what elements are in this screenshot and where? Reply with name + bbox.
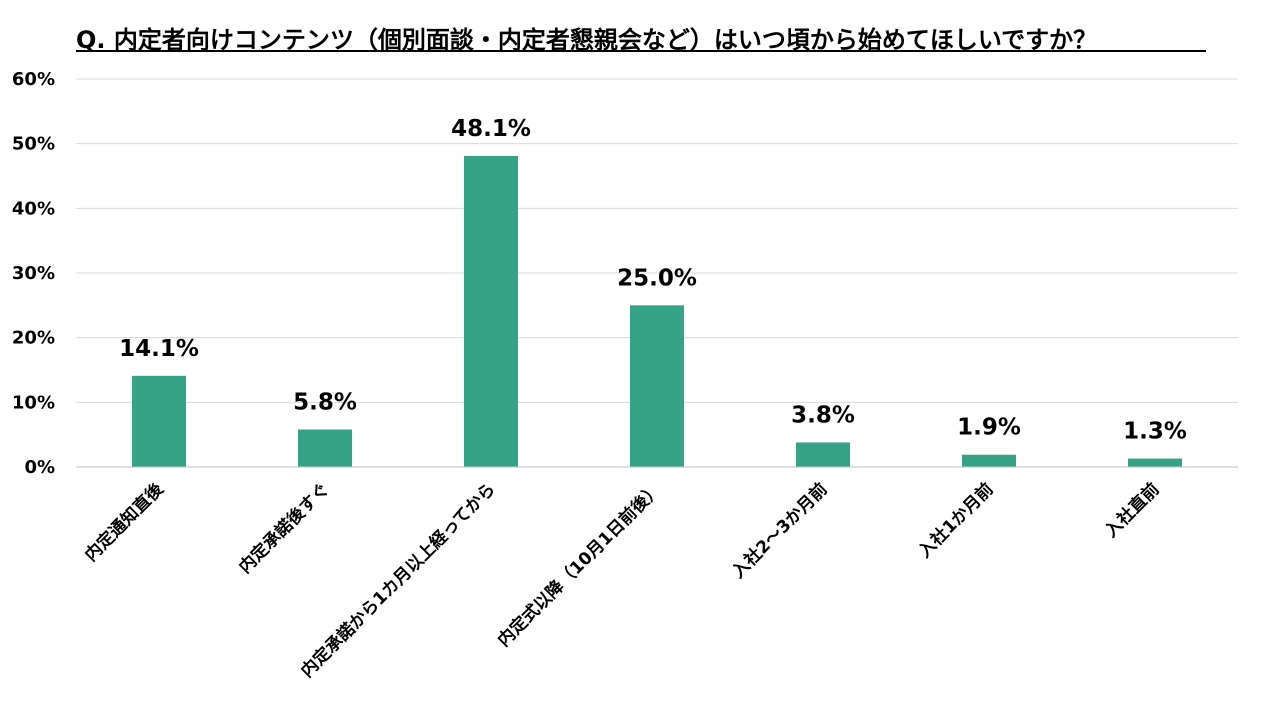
bar: [132, 375, 186, 467]
x-tick-label: 入社直前: [1101, 479, 1164, 542]
y-tick-label: 50%: [12, 134, 55, 155]
x-tick-label: 内定承諾後すぐ: [235, 479, 334, 578]
bar: [796, 442, 850, 467]
y-tick-label: 0%: [24, 457, 55, 478]
x-tick-label: 内定通知直後: [81, 478, 169, 566]
category-labels: 内定通知直後 内定承諾後すぐ内定承諾から1カ月以上経ってから内定式以降（10月1日…: [81, 478, 1164, 682]
x-tick-label: 入社2〜3か月前: [728, 479, 832, 583]
y-tick-label: 60%: [12, 69, 55, 90]
y-tick-label: 10%: [12, 392, 55, 413]
x-tick-label: 内定式以降（10月1日前後）: [493, 479, 665, 651]
bar: [962, 454, 1016, 467]
bar: [630, 305, 684, 467]
chart-title: Q. 内定者向けコンテンツ（個別面談・内定者懇親会など）はいつ頃から始めてほしい…: [76, 26, 1098, 54]
bar: [298, 429, 352, 467]
data-label: 48.1%: [451, 116, 531, 142]
x-tick-label: 入社1か月前: [914, 479, 997, 562]
data-label: 25.0%: [617, 265, 697, 291]
y-axis-ticks: 0% 10% 20% 30% 40% 50% 60%: [12, 69, 55, 478]
title-underline: [76, 50, 1206, 52]
data-label: 5.8%: [293, 389, 357, 415]
data-label: 1.3%: [1123, 419, 1187, 445]
y-tick-label: 20%: [12, 328, 55, 349]
data-labels: 14.1% 5.8% 48.1% 25.0% 3.8% 1.9% 1.3%: [119, 116, 1187, 445]
bar: [1128, 458, 1182, 467]
data-label: 1.9%: [957, 415, 1021, 441]
bar: [464, 155, 518, 467]
data-label: 14.1%: [119, 336, 199, 362]
y-tick-label: 30%: [12, 263, 55, 284]
y-tick-label: 40%: [12, 198, 55, 219]
bars: [132, 155, 1182, 467]
x-tick-label: 内定承諾から1カ月以上経ってから: [297, 479, 500, 682]
data-label: 3.8%: [791, 402, 855, 428]
